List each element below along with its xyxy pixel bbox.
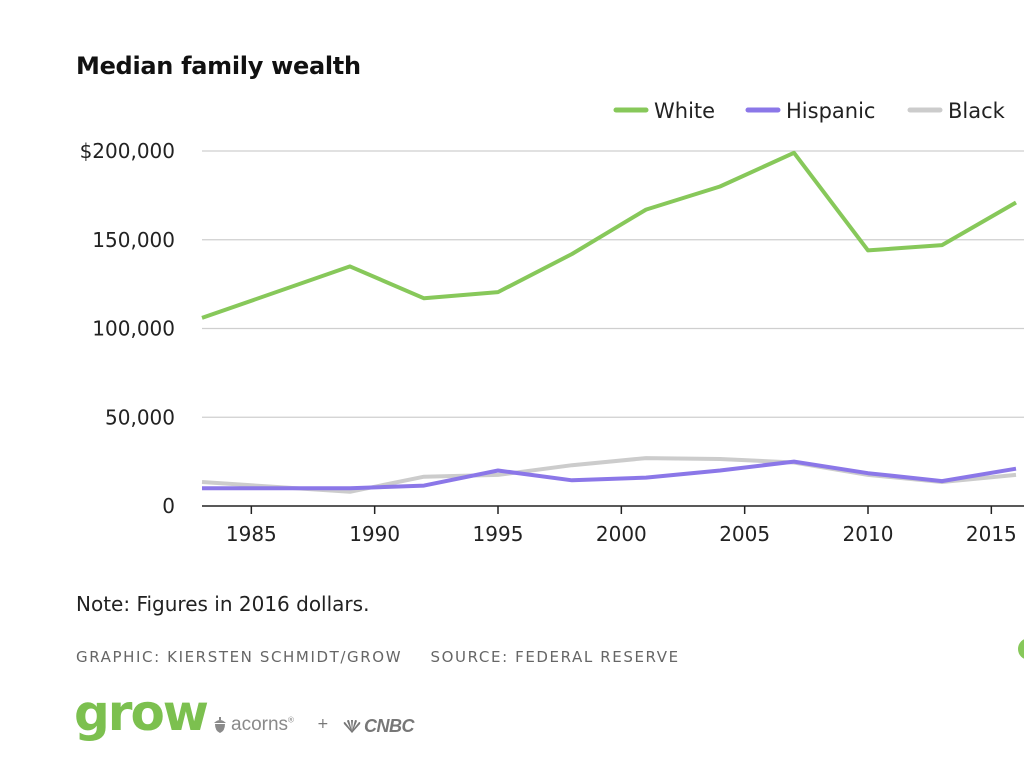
plus-sign: + (317, 716, 329, 732)
acorns-logo: acorns® (212, 714, 294, 736)
legend-label-hispanic: Hispanic (786, 99, 875, 123)
source-credit: SOURCE: FEDERAL RESERVE (430, 648, 680, 666)
x-tick-label: 2015 (966, 522, 1017, 546)
x-tick-label: 1990 (349, 522, 400, 546)
y-tick-label: 100,000 (92, 317, 175, 341)
chart-title: Median family wealth (76, 52, 361, 80)
legend-label-white: White (654, 99, 715, 123)
cnbc-logo: CNBC (342, 716, 415, 737)
x-tick-label: 2005 (719, 522, 770, 546)
credits: GRAPHIC: KIERSTEN SCHMIDT/GROW SOURCE: F… (76, 648, 680, 666)
series-line-white (201, 150, 1017, 320)
y-tick-label: 0 (162, 494, 175, 518)
cnbc-wordmark: CNBC (364, 716, 415, 736)
y-tick-label: 50,000 (105, 405, 175, 429)
peacock-icon (343, 719, 361, 733)
note-text: Note: Figures in 2016 dollars. (76, 592, 370, 616)
side-dot-icon (1018, 638, 1024, 660)
y-tick-label: $200,000 (80, 139, 175, 163)
x-tick-label: 1995 (473, 522, 524, 546)
y-tick-label: 150,000 (92, 228, 175, 252)
line-chart: 0 50,000 100,000 150,000 $200,000 1985 1990 199… (80, 99, 1024, 546)
x-tick-label: 1985 (226, 522, 277, 546)
logo-bar: grow acorns® + CNBC (74, 688, 474, 752)
x-tick-label: 2010 (843, 522, 894, 546)
series-line-hispanic (202, 459, 1017, 491)
acorn-icon (214, 717, 226, 733)
x-tick-label: 2000 (596, 522, 647, 546)
legend-label-black: Black (948, 99, 1006, 123)
grow-logo: grow (74, 684, 209, 742)
acorns-wordmark: acorns® (231, 714, 294, 735)
graphic-credit: GRAPHIC: KIERSTEN SCHMIDT/GROW (76, 648, 403, 666)
